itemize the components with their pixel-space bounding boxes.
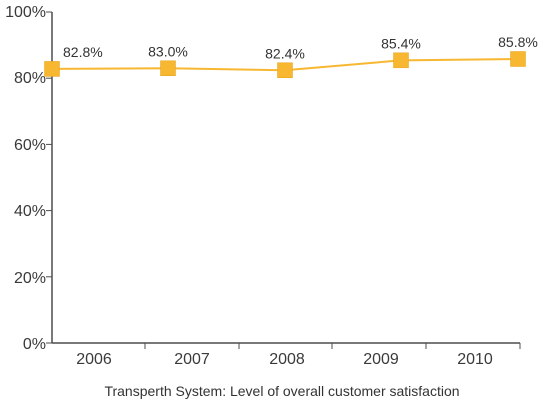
data-labels: 82.8% 83.0% 82.4% 85.4% 85.8% — [63, 34, 538, 61]
data-label-2008: 82.4% — [265, 45, 305, 61]
chart-caption: Transperth System: Level of overall cust… — [104, 383, 459, 399]
x-tick-label-2009: 2009 — [363, 351, 399, 368]
data-label-2006: 82.8% — [63, 44, 103, 60]
data-point-2010 — [510, 51, 526, 67]
y-tick-label-40: 40% — [14, 203, 46, 220]
y-tick-label-60: 60% — [14, 137, 46, 154]
data-point-2008 — [277, 62, 293, 79]
x-tick-label-2007: 2007 — [174, 351, 210, 368]
data-point-2007 — [160, 60, 176, 77]
series-markers — [44, 51, 526, 79]
x-tick-label-2010: 2010 — [457, 351, 493, 368]
x-axis: 2006 2007 2008 2009 2010 — [52, 342, 521, 368]
data-label-2010: 85.8% — [498, 34, 538, 50]
y-tick-label-0: 0% — [23, 336, 46, 353]
y-tick-label-80: 80% — [14, 70, 46, 87]
x-tick-label-2006: 2006 — [76, 351, 112, 368]
x-tick-label-2008: 2008 — [269, 351, 305, 368]
y-tick-label-100: 100% — [5, 4, 46, 21]
y-tick-label-20: 20% — [14, 270, 46, 287]
data-point-2006 — [44, 61, 60, 77]
data-label-2007: 83.0% — [148, 43, 188, 59]
y-axis: 0% 20% 40% 60% 80% 100% — [5, 4, 53, 353]
data-point-2009 — [393, 52, 409, 69]
data-label-2009: 85.4% — [381, 35, 421, 51]
x-axis-ticks — [144, 343, 521, 349]
